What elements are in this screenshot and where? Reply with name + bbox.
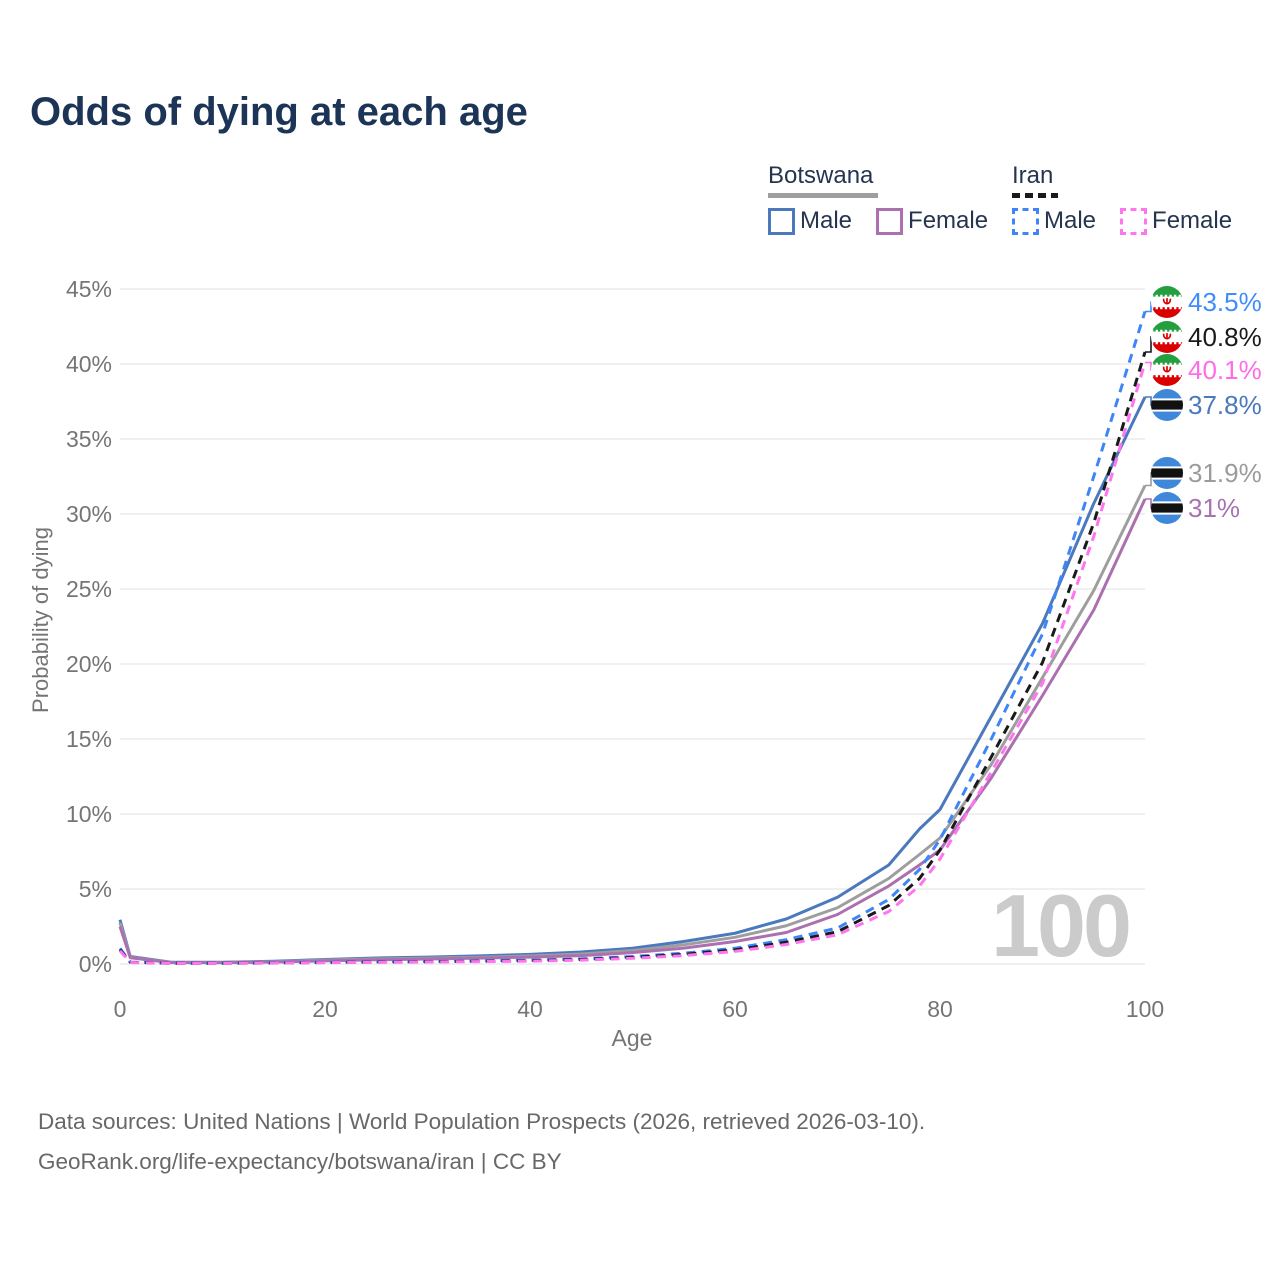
x-tick-label: 60 bbox=[722, 996, 748, 1022]
end-value-label: 37.8% bbox=[1188, 390, 1262, 420]
series-line-iran-male bbox=[118, 311, 1147, 965]
end-value-label: 43.5% bbox=[1188, 287, 1262, 317]
iran-flag-icon bbox=[1151, 354, 1183, 386]
iran-flag-icon bbox=[1151, 286, 1183, 318]
page-title: Odds of dying at each age bbox=[30, 90, 528, 134]
end-value-label: 31% bbox=[1188, 493, 1240, 523]
legend-item-botswana-male[interactable]: Male bbox=[768, 207, 852, 235]
y-tick-label: 35% bbox=[66, 426, 112, 452]
end-value-label: 31.9% bbox=[1188, 458, 1262, 488]
legend-item-iran-male[interactable]: Male bbox=[1012, 207, 1096, 235]
legend-items-botswana: Male Female bbox=[768, 207, 1012, 235]
series-lines bbox=[118, 311, 1147, 965]
botswana-flag-icon bbox=[1151, 389, 1183, 421]
botswana-flag-icon bbox=[1151, 457, 1183, 489]
botswana-overall-line-swatch bbox=[768, 193, 878, 198]
x-tick-label: 20 bbox=[312, 996, 338, 1022]
end-value-label: 40.8% bbox=[1188, 322, 1262, 352]
legend-iran-label: Iran bbox=[1012, 162, 1054, 189]
end-value-label: 40.1% bbox=[1188, 355, 1262, 385]
series-line-iran bbox=[118, 351, 1147, 965]
botswana-male-swatch-icon bbox=[768, 207, 795, 235]
legend-item-botswana-female[interactable]: Female bbox=[876, 207, 988, 235]
legend-group-botswana: Botswana Male Female bbox=[768, 163, 1012, 235]
georank-link-line[interactable]: GeoRank.org/life-expectancy/botswana/ira… bbox=[38, 1149, 562, 1174]
x-tick-label: 80 bbox=[927, 996, 953, 1022]
data-sources-line: Data sources: United Nations | World Pop… bbox=[38, 1109, 926, 1134]
age-watermark: 100 bbox=[991, 876, 1129, 975]
iran-female-swatch-icon bbox=[1120, 207, 1148, 235]
legend-botswana-label: Botswana bbox=[768, 162, 874, 189]
legend-item-iran-female[interactable]: Female bbox=[1120, 207, 1232, 235]
x-axis-title: Age bbox=[612, 1025, 653, 1051]
y-tick-label: 45% bbox=[66, 276, 112, 302]
y-tick-label: 25% bbox=[66, 576, 112, 602]
legend-label: Male bbox=[1044, 207, 1097, 234]
y-tick-label: 40% bbox=[66, 351, 112, 377]
y-tick-label: 15% bbox=[66, 726, 112, 752]
iran-male-swatch-icon bbox=[1012, 207, 1039, 235]
legend-label: Male bbox=[800, 207, 853, 234]
legend-items-iran: Male Female bbox=[1012, 207, 1256, 235]
iran-overall-line-swatch bbox=[1012, 193, 1058, 198]
y-tick-label: 30% bbox=[66, 501, 112, 527]
y-tick-label: 5% bbox=[79, 876, 112, 902]
botswana-flag-icon bbox=[1151, 492, 1183, 524]
y-axis-title: Probability of dying bbox=[28, 527, 53, 713]
iran-flag-icon bbox=[1151, 321, 1183, 353]
series-line-iran-female bbox=[118, 362, 1147, 965]
y-tick-label: 20% bbox=[66, 651, 112, 677]
x-tick-label: 0 bbox=[114, 996, 127, 1022]
legend-label: Female bbox=[908, 207, 989, 234]
legend-group-iran: Iran Male Female bbox=[1012, 163, 1256, 235]
x-tick-label: 100 bbox=[1126, 996, 1164, 1022]
x-tick-label: 40 bbox=[517, 996, 543, 1022]
legend-label: Female bbox=[1152, 207, 1233, 234]
gridlines: 0% 5% 10% 15% 20% 25% 30% 35% 40% 45% 0 20 40 60 80 100 bbox=[66, 276, 1164, 1022]
y-tick-label: 10% bbox=[66, 801, 112, 827]
source-attribution: Data sources: United Nations | World Pop… bbox=[38, 1102, 925, 1182]
y-tick-label: 0% bbox=[79, 951, 112, 977]
botswana-female-swatch-icon bbox=[876, 207, 904, 235]
end-annotations: 43.5% 40.8%40.1% 37.8% 31.9% 31% bbox=[1145, 286, 1262, 524]
